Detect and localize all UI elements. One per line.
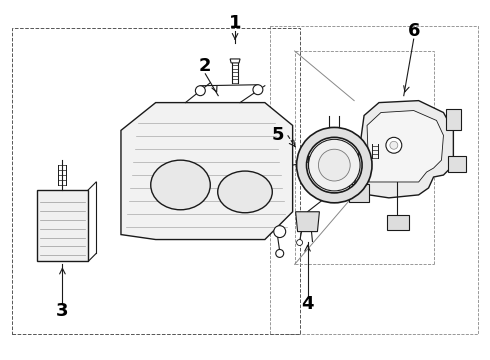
Circle shape bbox=[309, 139, 360, 191]
Polygon shape bbox=[121, 103, 293, 239]
Circle shape bbox=[253, 85, 263, 95]
Bar bbox=[349, 184, 369, 202]
Text: 1: 1 bbox=[229, 14, 242, 32]
Ellipse shape bbox=[151, 160, 210, 210]
Bar bbox=[308, 156, 319, 168]
Bar bbox=[12, 28, 299, 334]
Text: 5: 5 bbox=[271, 126, 284, 144]
Circle shape bbox=[318, 149, 350, 181]
Circle shape bbox=[296, 239, 302, 246]
Circle shape bbox=[276, 249, 284, 257]
Circle shape bbox=[390, 141, 398, 149]
Bar bbox=[387, 215, 409, 230]
Text: 6: 6 bbox=[408, 22, 420, 40]
Polygon shape bbox=[367, 111, 443, 182]
Polygon shape bbox=[230, 59, 240, 63]
Text: 3: 3 bbox=[56, 302, 69, 320]
Circle shape bbox=[196, 86, 205, 96]
Bar bbox=[446, 109, 461, 130]
Circle shape bbox=[274, 226, 286, 238]
Text: 4: 4 bbox=[301, 295, 314, 313]
Ellipse shape bbox=[218, 171, 272, 213]
Circle shape bbox=[386, 137, 402, 153]
Bar bbox=[448, 156, 466, 172]
Polygon shape bbox=[295, 212, 319, 231]
Text: 2: 2 bbox=[199, 57, 212, 75]
Bar bbox=[37, 190, 88, 261]
Polygon shape bbox=[354, 100, 453, 198]
